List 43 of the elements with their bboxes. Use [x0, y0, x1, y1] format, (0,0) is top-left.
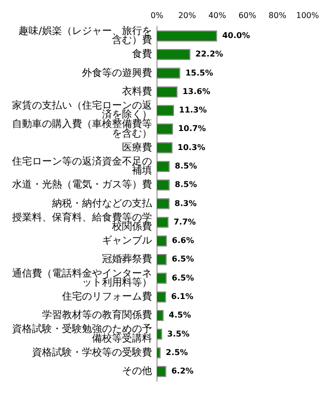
y-tick-label: その他	[122, 365, 152, 378]
data-label: 11.3%	[179, 106, 207, 115]
y-tick-label: 住宅ローン等の返済資金不足の補填	[12, 155, 152, 177]
y-tick-label: 資格試験・学校等の受験費	[32, 346, 152, 358]
data-label: 6.5%	[172, 273, 194, 282]
data-label: 7.7%	[174, 217, 196, 226]
data-label: 3.5%	[167, 329, 190, 338]
y-tick-label: 食費	[132, 48, 152, 60]
y-tick-label: 学習教材等の教育関係費	[42, 309, 152, 322]
data-label: 4.5%	[168, 310, 191, 320]
data-label: 10.3%	[178, 142, 206, 152]
data-label: 22.2%	[195, 50, 224, 59]
y-tick-label: ギャンブル	[102, 234, 152, 247]
data-label: 8.5%	[174, 161, 197, 170]
x-tick-label: 40%	[208, 10, 227, 20]
x-tick-label: 20%	[178, 10, 196, 20]
data-label: 2.5%	[166, 348, 188, 357]
y-tick-label: 資格試験・受験勉強のための予備校等受講料	[12, 323, 152, 344]
x-tick-label: 100%	[296, 10, 320, 20]
y-tick-label: 趣味/娯楽（レジャー、旅行を含む）費	[18, 24, 152, 46]
y-tick-label: 住宅のリフォーム費	[62, 290, 152, 303]
data-label: 15.5%	[185, 68, 214, 78]
x-tick-label: 0%	[150, 10, 164, 20]
y-tick-label: 衣料費	[122, 85, 152, 98]
y-tick-label: 授業料、保育料、給食費等の学校関係費	[12, 211, 152, 233]
x-tick-label: 80%	[268, 10, 287, 20]
data-label: 40.0%	[222, 31, 250, 40]
data-label: 6.2%	[171, 366, 194, 376]
y-tick-label: 通信費（電話料金やインターネット利用料等）	[12, 267, 152, 288]
x-tick-label: 60%	[238, 10, 257, 20]
y-tick-label: 水道・光熱（電気・ガス等）費	[12, 178, 152, 191]
data-label: 8.3%	[174, 198, 197, 208]
y-tick-label: 自動車の購入費（車検整備費等を含む）	[12, 118, 152, 140]
y-tick-label: 医療費	[122, 141, 152, 154]
y-tick-label: 外食等の遊興費	[82, 66, 152, 79]
data-label: 6.1%	[171, 292, 194, 301]
data-label: 6.6%	[172, 236, 194, 246]
data-label: 6.5%	[172, 254, 194, 264]
y-tick-label: 冠婚葬祭費	[102, 253, 152, 266]
data-label: 13.6%	[182, 86, 210, 96]
data-label: 8.5%	[174, 180, 197, 190]
y-tick-label: 納税・納付などの支払	[52, 197, 153, 210]
data-label: 10.7%	[178, 124, 206, 134]
